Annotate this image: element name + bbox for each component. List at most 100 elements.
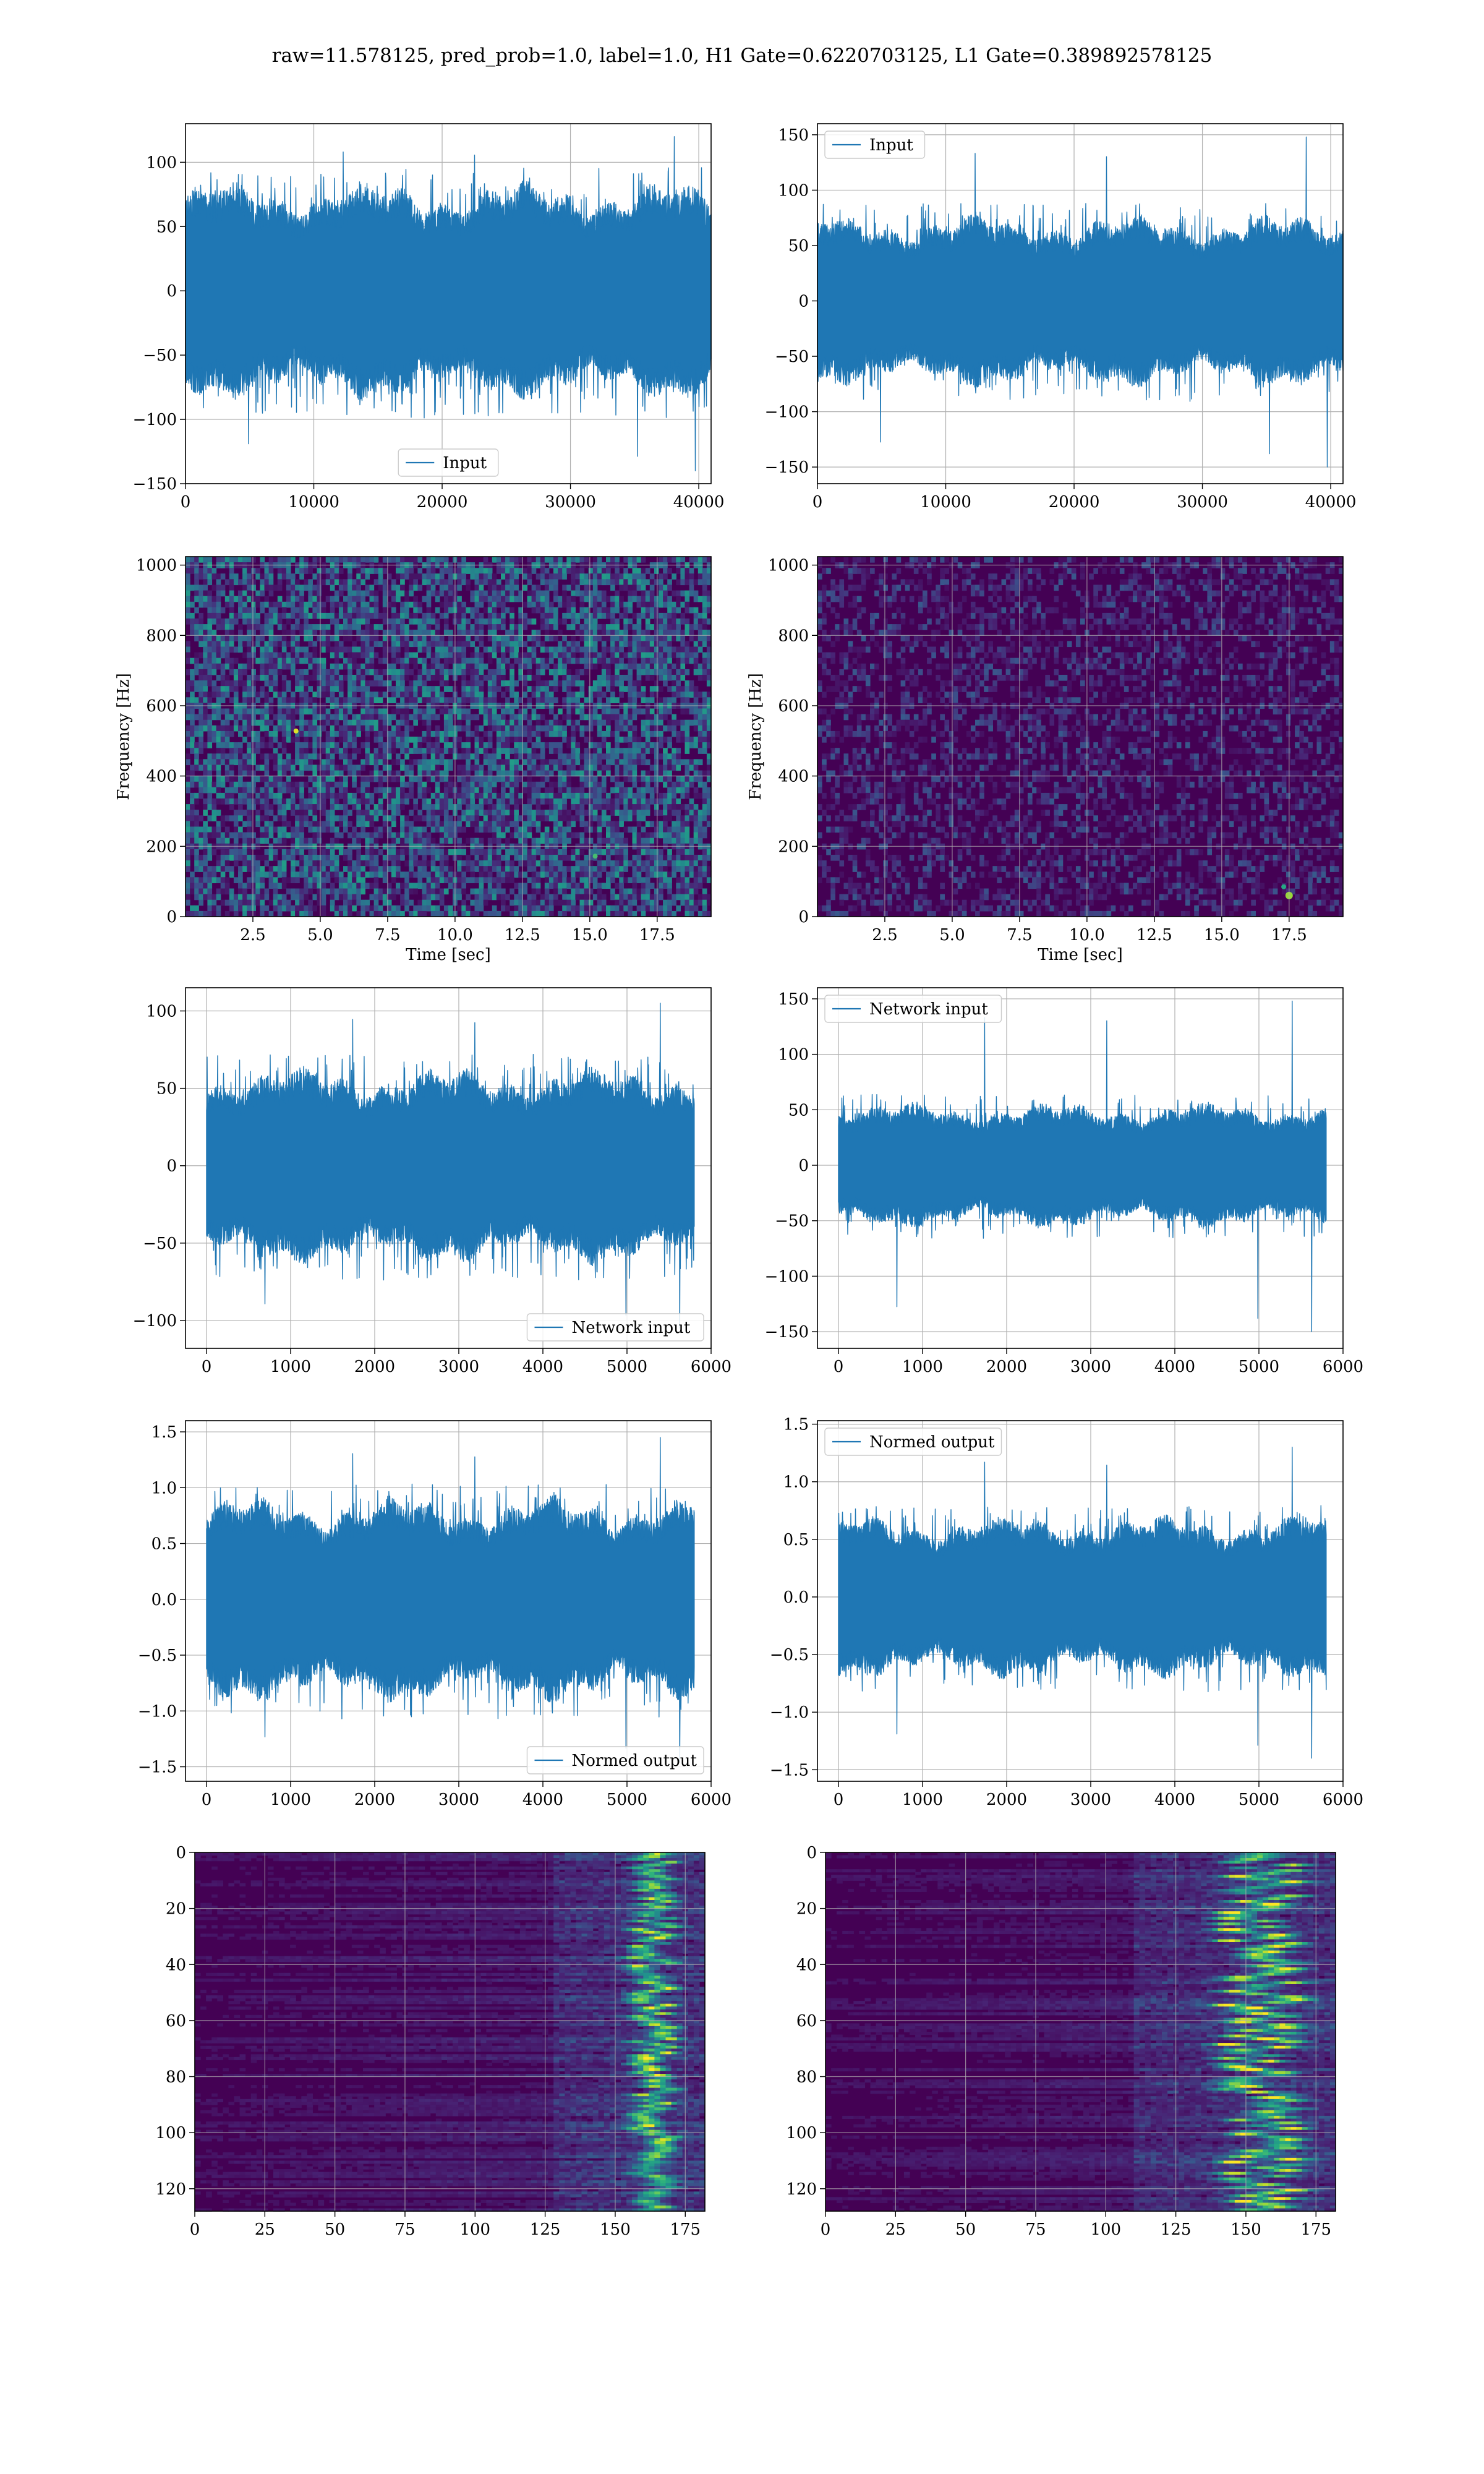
h1-input-legend-label: Input	[443, 454, 487, 473]
h1-spectrogram-cell	[584, 810, 589, 816]
h1-spectrogram-cell	[234, 726, 239, 732]
h1-spectrogram-cell	[440, 709, 445, 715]
h1-spectrogram-cell	[365, 804, 370, 810]
h1-spectrogram-cell	[265, 771, 270, 777]
h1-spectrogram-cell	[299, 753, 304, 760]
h1-spectrogram-cell	[663, 630, 668, 636]
h1-spectrogram-cell	[654, 691, 659, 698]
h1-spectrogram-cell	[212, 810, 217, 816]
h1-spectrogram-cell	[654, 613, 659, 619]
h1-spectrogram-cell	[356, 602, 361, 608]
h1-spectrogram-cell	[186, 579, 190, 585]
h1-spectrogram-cell	[637, 833, 642, 839]
h1-spectrogram-cell	[409, 630, 414, 636]
h1-spectrogram-cell	[597, 748, 602, 754]
h1-spectrogram-cell	[444, 607, 449, 614]
h1-spectrogram-cell	[637, 596, 642, 602]
h1-spectrogram-cell	[339, 680, 344, 687]
h1-spectrogram-cell	[378, 742, 383, 748]
h1-spectrogram-cell	[488, 635, 493, 641]
h1-spectrogram-cell	[391, 579, 396, 585]
h1-spectrogram-cell	[234, 596, 239, 602]
h1-spectrogram-cell	[269, 680, 274, 687]
h1-spectrogram-cell	[330, 579, 335, 585]
h1-spectrogram-cell	[370, 838, 375, 844]
h1-spectrogram-cell	[448, 787, 453, 794]
h1-spectrogram-cell	[545, 776, 550, 782]
h1-spectrogram-cell	[566, 765, 571, 771]
h1-spectrogram-cell	[326, 557, 331, 563]
h1-spectrogram-cell	[330, 798, 335, 805]
h1-spectrogram-cell	[479, 821, 484, 827]
h1-spectrogram-cell	[435, 810, 440, 816]
h1-spectrogram-cell	[685, 849, 690, 855]
h1-spectrogram-cell	[291, 579, 296, 585]
h1-spectrogram-cell	[492, 607, 497, 614]
h1-spectrogram-cell	[255, 810, 260, 816]
h1-spectrogram-cell	[431, 691, 436, 698]
h1-spectrogram-cell	[242, 596, 247, 602]
h1-spectrogram-cell	[343, 697, 348, 703]
h1-spectrogram-cell	[360, 607, 365, 614]
h1-spectrogram-cell	[580, 573, 585, 580]
h1-spectrogram-cell	[562, 573, 567, 580]
h1-spectrogram-cell	[304, 709, 309, 715]
h1-spectrogram-cell	[198, 618, 203, 625]
h1-spectrogram-cell	[606, 793, 611, 799]
h1-spectrogram-cell	[343, 557, 348, 563]
h1-spectrogram-cell	[702, 591, 707, 597]
h1-spectrogram-cell	[326, 675, 331, 681]
h1-spectrogram-cell	[646, 618, 650, 625]
h1-spectrogram-cell	[282, 602, 287, 608]
h1-spectrogram-cell	[269, 568, 274, 574]
h1-spectrogram-cell	[255, 787, 260, 794]
h1-spectrogram-cell	[409, 686, 414, 692]
h1-spectrogram-cell	[383, 613, 388, 619]
h1-spectrogram-cell	[330, 726, 335, 732]
h1-spectrogram-cell	[623, 585, 628, 591]
h1-spectrogram-cell	[566, 776, 571, 782]
h1-spectrogram-cell	[312, 782, 317, 788]
h1-spectrogram-cell	[457, 838, 462, 844]
h1-spectrogram-cell	[225, 771, 230, 777]
h1-spectrogram-cell	[505, 664, 510, 670]
h1-spectrogram-cell	[282, 647, 287, 653]
h1-spectrogram-cell	[286, 798, 291, 805]
h1-spectrogram-cell	[335, 686, 339, 692]
h1-spectrogram-cell	[360, 815, 365, 821]
h1-spectrogram-cell	[475, 630, 480, 636]
h1-spectrogram-cell	[593, 804, 598, 810]
h1-spectrogram-cell	[417, 669, 422, 675]
h1-spectrogram-cell	[431, 709, 436, 715]
h1-spectrogram-cell	[229, 591, 234, 597]
h1-spectrogram-cell	[282, 782, 287, 788]
h1-spectrogram-cell	[269, 804, 274, 810]
h1-spectrogram-cell	[628, 653, 633, 659]
h1-spectrogram-cell	[663, 658, 668, 664]
h1-spectrogram-cell	[360, 618, 365, 625]
h1-spectrogram-cell	[427, 720, 432, 726]
h1-spectrogram-cell	[225, 726, 230, 732]
h1-spectrogram-cell	[448, 579, 453, 585]
h1-spectrogram-cell	[229, 771, 234, 777]
h1-spectrogram-cell	[650, 647, 655, 653]
h1-spectrogram-cell	[562, 776, 567, 782]
h1-spectrogram-cell	[312, 798, 317, 805]
h1-spectrogram-cell	[680, 647, 685, 653]
h1-spectrogram-cell	[186, 573, 190, 580]
h1-spectrogram-cell	[431, 810, 436, 816]
h1-spectrogram-cell	[291, 798, 296, 805]
h1-spectrogram-cell	[702, 731, 707, 737]
h1-spectrogram-cell	[265, 753, 270, 760]
h1-spectrogram-cell	[475, 776, 480, 782]
h1-spectrogram-cell	[584, 776, 589, 782]
h1-spectrogram-cell	[457, 653, 462, 659]
h1-spectrogram-cell	[514, 771, 519, 777]
h1-spectrogram-cell	[190, 798, 195, 805]
h1-spectrogram-cell	[484, 849, 488, 855]
h1-spectrogram-cell	[339, 804, 344, 810]
h1-spectrogram-cell	[422, 815, 427, 821]
h1-spectrogram-cell	[676, 804, 681, 810]
h1-spectrogram-cell	[400, 720, 405, 726]
h1-spectrogram-cell	[676, 630, 681, 636]
